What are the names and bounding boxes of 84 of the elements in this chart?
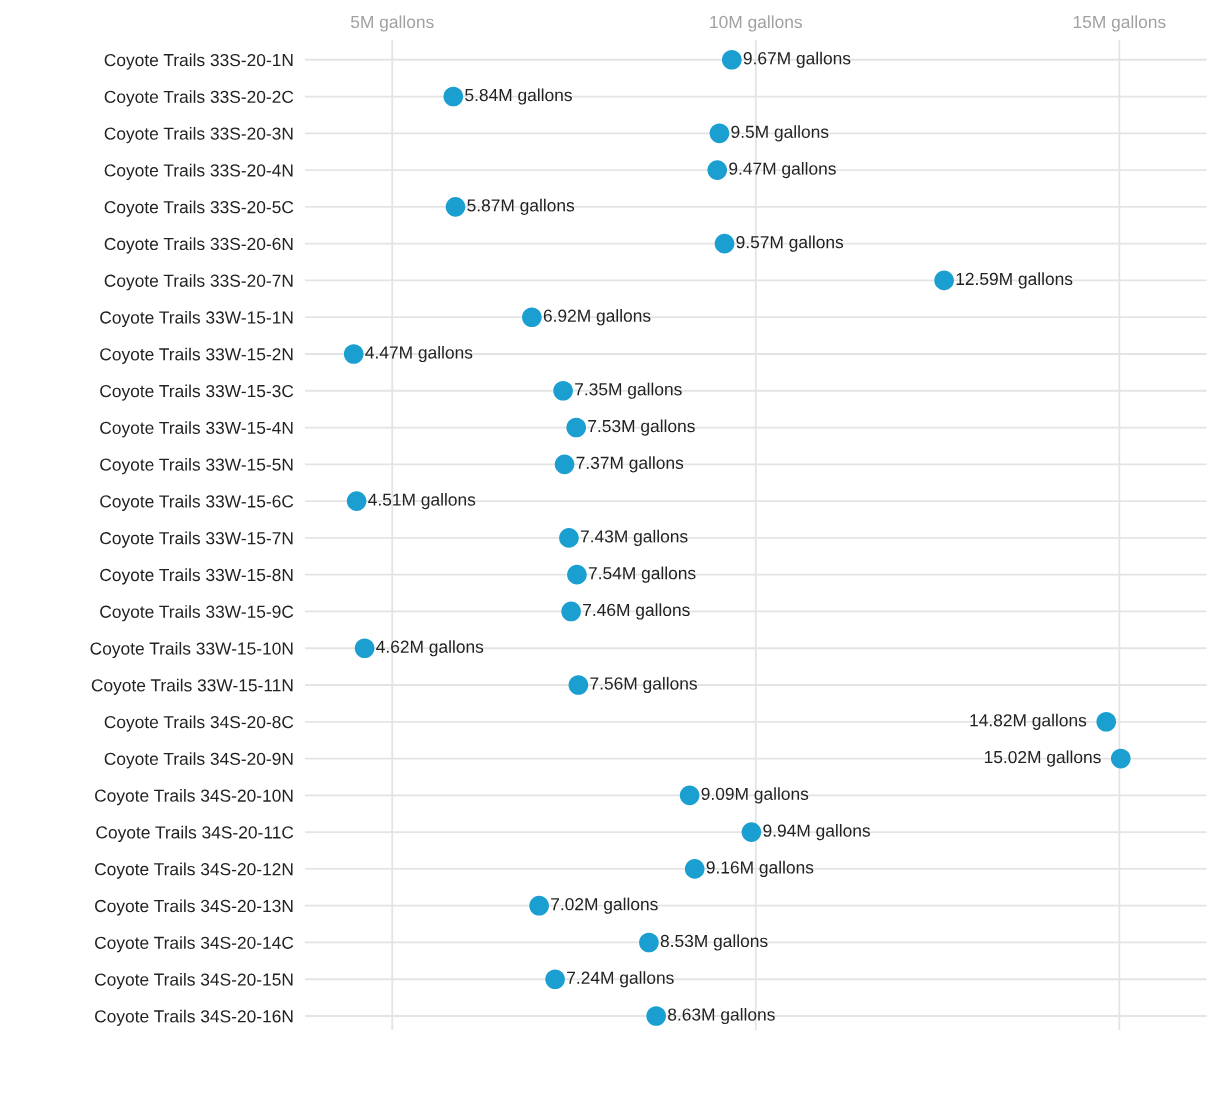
data-label: 4.47M gallons [365, 345, 473, 363]
point [566, 417, 587, 438]
data-label: 7.53M gallons [588, 419, 695, 436]
point [741, 822, 762, 842]
x-tick-label: 10M gallons [710, 15, 802, 32]
point [354, 638, 375, 659]
data-label: 7.43M gallons [580, 529, 688, 546]
y-tick-label: Coyote Trails 34S-20-10N [95, 789, 293, 806]
y-tick-label: Coyote Trails 34S-20-8C [104, 715, 294, 732]
y-tick-label: Coyote Trails 33S-20-5C [104, 200, 294, 217]
y-tick-label: Coyote Trails 33S-20-3N [104, 127, 293, 144]
y-tick-label: Coyote Trails 34S-20-14C [95, 936, 294, 953]
point [522, 307, 542, 328]
point [934, 270, 954, 291]
data-label: 5.87M gallons [467, 198, 575, 215]
x-tick-label: 15M gallons [1073, 15, 1166, 32]
data-label: 8.63M gallons [668, 1007, 775, 1025]
y-tick-label: Coyote Trails 33W-15-9C [100, 605, 294, 622]
y-tick-label: Coyote Trails 33W-15-2N [100, 347, 293, 364]
y-tick-label: Coyote Trails 33W-15-7N [100, 531, 293, 548]
point [679, 785, 700, 806]
point [554, 454, 575, 475]
data-label: 9.47M gallons [729, 162, 836, 179]
point [529, 895, 549, 916]
y-tick-label: Coyote Trails 33W-15-11N [91, 678, 293, 695]
y-tick-label: Coyote Trails 34S-20-11C [96, 825, 294, 843]
y-tick-label: Coyote Trails 34S-20-9N [104, 752, 293, 769]
point [343, 344, 364, 364]
data-label: 9.5M gallons [731, 125, 829, 142]
point [346, 491, 367, 511]
y-tick-label: Coyote Trails 33S-20-7N [104, 274, 293, 291]
point [561, 601, 581, 622]
data-label: 7.24M gallons [567, 971, 674, 988]
data-label: 8.53M gallons [660, 934, 768, 951]
data-label: 14.82M gallons [970, 713, 1087, 730]
point [559, 528, 579, 548]
data-label: 12.59M gallons [956, 272, 1073, 289]
y-tick-label: Coyote Trails 34S-20-13N [95, 899, 293, 916]
point [684, 859, 705, 879]
point [639, 932, 659, 953]
point [443, 86, 464, 107]
point [1110, 748, 1131, 769]
y-tick-label: Coyote Trails 33W-15-3C [100, 384, 294, 401]
point [707, 160, 728, 180]
point [721, 49, 742, 70]
y-tick-label: Coyote Trails 34S-20-12N [95, 862, 293, 879]
y-tick-label: Coyote Trails 34S-20-16N [95, 1009, 293, 1026]
data-label: 4.51M gallons [368, 493, 476, 510]
y-tick-label: Coyote Trails 33W-15-4N [100, 421, 293, 438]
point [646, 1006, 666, 1026]
point [1096, 711, 1117, 732]
y-tick-label: Coyote Trails 33S-20-4N [104, 163, 293, 180]
point [714, 233, 735, 254]
y-tick-label: Coyote Trails 33W-15-8N [100, 568, 293, 585]
data-label: 7.37M gallons [576, 456, 684, 473]
point [567, 564, 587, 585]
data-label: 9.09M gallons [701, 787, 809, 804]
data-label: 9.94M gallons [763, 824, 870, 841]
y-tick-label: Coyote Trails 33W-15-10N [90, 641, 293, 659]
data-label: 5.84M gallons [465, 88, 572, 105]
data-label: 9.57M gallons [736, 235, 844, 252]
x-tick-label: 5M gallons [350, 15, 434, 32]
data-label: 9.67M gallons [743, 51, 851, 68]
data-label: 4.62M gallons [376, 640, 484, 657]
point [445, 197, 466, 217]
y-tick-label: Coyote Trails 33W-15-5N [100, 458, 293, 475]
y-tick-label: Coyote Trails 33W-15-1N [100, 310, 293, 328]
y-tick-label: Coyote Trails 33S-20-2C [104, 90, 294, 107]
data-label: 6.92M gallons [543, 309, 651, 326]
data-label: 7.54M gallons [588, 566, 696, 583]
y-tick-label: Coyote Trails 33S-20-1N [104, 53, 293, 70]
y-tick-label: Coyote Trails 34S-20-15N [95, 972, 293, 990]
point [553, 380, 573, 401]
data-label: 9.16M gallons [706, 860, 814, 877]
data-label: 7.46M gallons [583, 603, 690, 620]
point [545, 969, 565, 990]
y-tick-label: Coyote Trails 33W-15-6C [100, 494, 294, 511]
y-tick-label: Coyote Trails 33S-20-6N [104, 237, 293, 254]
data-label: 7.02M gallons [551, 897, 658, 914]
point [568, 675, 589, 695]
point [709, 123, 730, 144]
data-label: 15.02M gallons [984, 750, 1101, 767]
data-label: 7.56M gallons [590, 676, 697, 694]
data-label: 7.35M gallons [575, 382, 682, 399]
